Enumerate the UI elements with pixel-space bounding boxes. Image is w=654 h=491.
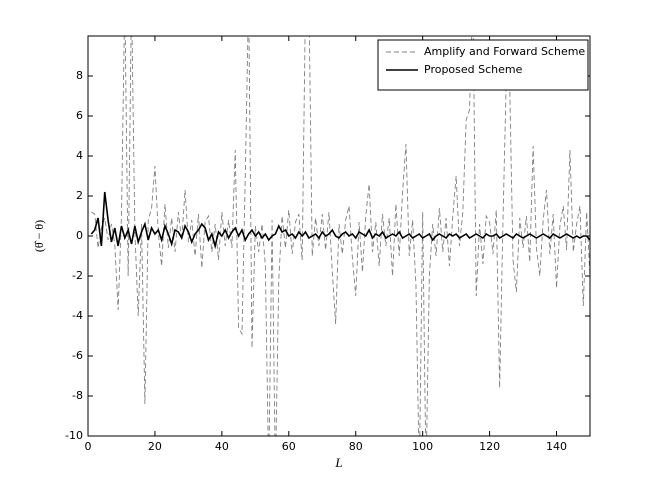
y-tick-label: 0	[76, 229, 83, 242]
x-tick-label: 60	[282, 440, 296, 453]
y-tick-label: 4	[76, 149, 83, 162]
x-tick-label: 20	[148, 440, 162, 453]
y-tick-label: -2	[72, 269, 83, 282]
legend-label: Amplify and Forward Scheme	[424, 45, 585, 58]
x-tick-label: 40	[215, 440, 229, 453]
y-tick-label: -6	[72, 349, 83, 362]
y-tick-label: -8	[72, 389, 83, 402]
x-tick-label: 0	[85, 440, 92, 453]
series-line	[90, 191, 590, 250]
legend-label: Proposed Scheme	[424, 63, 523, 76]
x-tick-label: 140	[546, 440, 567, 453]
legend-box	[377, 39, 589, 91]
x-axis-label: L	[334, 455, 342, 470]
y-tick-label: 6	[76, 109, 83, 122]
x-tick-label: 100	[412, 440, 433, 453]
x-tick-label: 120	[479, 440, 500, 453]
x-tick-label: 80	[349, 440, 363, 453]
y-tick-label: 8	[76, 69, 83, 82]
y-tick-label: -4	[72, 309, 83, 322]
y-axis-label: (θ̂ − θ)	[32, 220, 46, 252]
y-tick-label: 2	[76, 189, 83, 202]
y-tick-label: -10	[65, 429, 83, 442]
